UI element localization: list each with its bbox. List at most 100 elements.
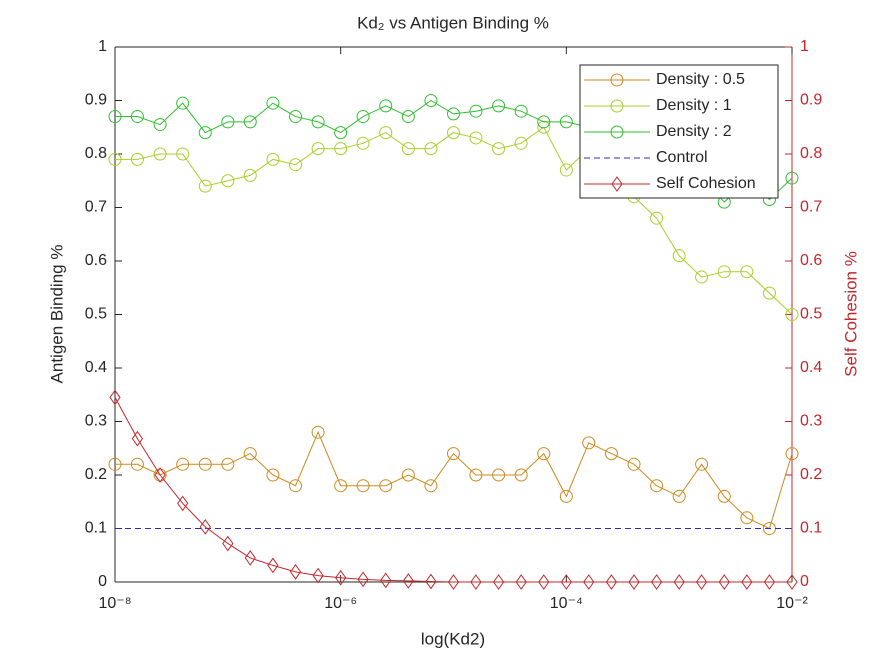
data-point [221,115,235,129]
y2-tick-label: 0.5 [800,306,822,323]
y2-tick-label: 0.1 [800,520,822,537]
y2-tick-label: 0.7 [800,199,822,216]
data-point [401,142,415,156]
y2-tick-label: 0.3 [800,413,822,430]
data-point [266,152,280,166]
data-point [469,131,483,145]
legend-marker [610,99,624,113]
x-axis-label: log(Kd2) [421,629,485,648]
data-point [153,468,167,482]
data-point [650,574,663,590]
data-point [559,163,573,177]
data-point [695,270,709,284]
data-point [492,468,506,482]
x-tick-label: 10⁻⁸ [99,595,132,612]
legend-label: Density : 1 [656,97,732,114]
series-line [115,126,793,315]
data-point [559,489,573,503]
data-point [627,457,641,471]
data-point [424,94,438,107]
data-point [380,572,392,589]
y-tick-label: 0.9 [85,92,107,109]
data-point [109,389,121,406]
data-point [154,467,166,483]
data-point [785,447,799,461]
data-point [311,142,325,156]
data-point [447,107,460,121]
data-point [740,265,754,279]
data-point [762,286,776,300]
y2-axis-label: Self Cohesion % [841,251,860,377]
data-point [243,115,257,129]
data-point [198,457,212,471]
data-point [628,574,640,590]
data-point [357,571,369,588]
data-point [402,573,414,589]
data-point [312,567,324,584]
data-point [198,126,212,140]
data-point [289,110,303,124]
series-line [115,430,793,530]
y2-tick-label: 0.2 [800,466,822,483]
data-point [356,479,370,493]
y-tick-label: 1 [98,38,107,55]
data-point [243,168,257,182]
y2-tick-label: 0.9 [800,92,822,109]
data-point [379,479,393,493]
data-point [515,574,527,590]
data-point [199,519,211,535]
y-tick-label: 0 [98,573,107,590]
data-point [176,457,190,471]
data-point [198,179,212,193]
data-point [289,158,303,172]
data-point [130,152,144,166]
data-point [718,574,730,590]
y-tick-label: 0.8 [85,145,107,162]
data-point [356,136,370,150]
data-point [514,136,528,150]
data-point [672,489,686,503]
y-tick-label: 0.3 [85,413,107,430]
data-point [470,574,482,590]
data-point [130,110,144,124]
data-point [785,308,799,321]
legend-label: Density : 0.5 [656,71,745,88]
data-point [717,489,731,503]
data-point [311,425,325,439]
data-point [108,110,122,124]
data-point [583,574,595,590]
legend-marker [610,125,624,139]
data-point [222,535,234,552]
data-point [424,142,438,156]
data-point [469,468,483,482]
data-point [379,126,393,140]
data-point [153,118,167,132]
y2-tick-label: 0.4 [800,359,822,376]
data-point [425,573,437,590]
data-point [334,479,348,493]
data-point [131,430,144,447]
data-point [786,574,798,590]
data-point [289,479,303,493]
y-axis-label: Antigen Binding % [47,245,66,384]
data-point [447,126,460,140]
data-point [401,110,415,124]
data-point [537,447,551,461]
data-point [672,249,686,263]
data-point [538,574,550,590]
x-tick-label: 10⁻⁶ [324,595,357,612]
data-point [334,142,348,156]
legend-label: Density : 2 [656,123,732,140]
data-point [108,152,122,166]
data-point [379,99,393,113]
chart-title: Kd₂ vs Antigen Binding % [357,13,549,32]
y2-tick-label: 0.6 [800,252,822,269]
data-point [740,511,754,525]
data-point [266,468,280,482]
data-point [177,495,189,512]
data-point [424,479,438,493]
legend-marker [610,73,624,87]
data-point [741,574,753,590]
data-point [537,115,551,129]
data-point [243,447,257,461]
